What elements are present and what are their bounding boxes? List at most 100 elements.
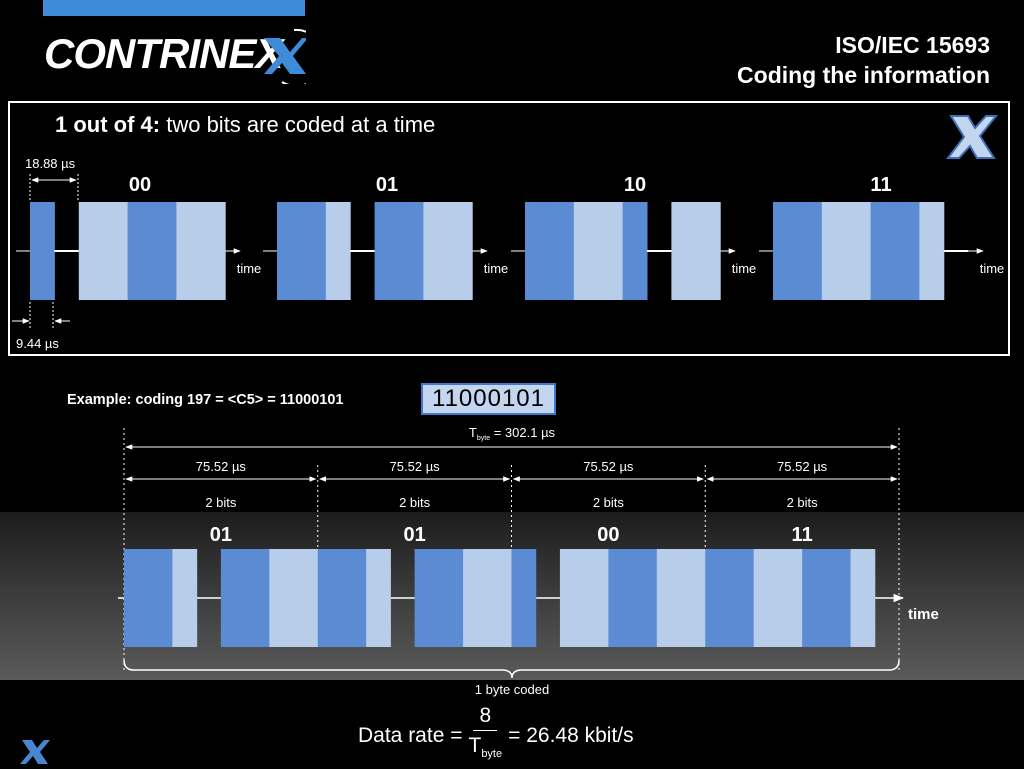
carrier-block — [622, 202, 648, 300]
example-segment-2: 75.52 µs 2 bits 01 — [317, 459, 512, 647]
slide-title-line1: ISO/IEC 15693 — [835, 32, 990, 58]
tbyte-label: Tbyte = 302.1 µs — [469, 425, 556, 442]
byte-brace: 1 byte coded — [123, 659, 900, 697]
carrier-block — [870, 202, 896, 300]
pause-width-label: 9.44 µs — [16, 336, 59, 351]
carrier-block — [656, 549, 682, 647]
carrier-block — [797, 202, 823, 300]
carrier-block — [152, 202, 177, 300]
carrier-block — [220, 549, 246, 647]
carrier-block — [681, 549, 706, 647]
panel-heading-bold: 1 out of 4: — [55, 112, 161, 137]
carrier-block — [525, 202, 550, 300]
example-time-label: time — [908, 606, 939, 623]
example-label: Example: coding 197 = <C5> = 11000101 — [67, 392, 344, 408]
x-footer-icon — [20, 740, 50, 764]
carrier-block — [438, 549, 464, 647]
carrier-block — [573, 202, 599, 300]
time-label: time — [732, 261, 757, 276]
carrier-block — [608, 549, 634, 647]
segment-bits-label: 2 bits — [593, 495, 625, 510]
example-segment-3: 75.52 µs 2 bits 00 — [511, 459, 706, 647]
carrier-block — [325, 202, 351, 300]
carrier-block — [826, 549, 852, 647]
byte-coded-label: 1 byte coded — [475, 682, 549, 697]
carrier-block — [78, 202, 104, 300]
carrier-block — [549, 202, 575, 300]
code-group-01: time 01 — [263, 174, 508, 300]
example-segment-1: 75.52 µs 2 bits 01 — [124, 459, 319, 647]
carrier-block — [671, 202, 697, 300]
pulse-width-label: 18.88 µs — [25, 156, 76, 171]
carrier-block — [148, 549, 173, 647]
panel-heading: 1 out of 4: two bits are coded at a time — [55, 112, 435, 138]
carrier-block — [301, 202, 327, 300]
carrier-block — [245, 549, 270, 647]
carrier-block — [821, 202, 847, 300]
carrier-block — [511, 549, 537, 647]
carrier-block — [200, 202, 226, 300]
carrier-block — [30, 202, 55, 300]
carrier-block — [773, 202, 798, 300]
code-group-00: time 00 — [16, 174, 261, 300]
data-rate-fraction: 8 Tbyte — [468, 702, 502, 769]
code-label: 11 — [870, 174, 891, 196]
panel-heading-rest: two bits are coded at a time — [160, 112, 436, 137]
data-rate-prefix: Data rate = — [358, 723, 463, 747]
carrier-block — [374, 202, 400, 300]
carrier-block — [584, 549, 609, 647]
carrier-block — [753, 549, 779, 647]
carrier-block — [293, 549, 319, 647]
data-rate-formula: Data rate = 8 Tbyte = 26.48 kbit/s — [358, 702, 634, 769]
slide-title-line2: Coding the information — [737, 62, 990, 88]
segment-duration-label: 75.52 µs — [583, 459, 634, 474]
segment-code-label: 01 — [210, 524, 232, 546]
data-rate-result: = 26.48 kbit/s — [508, 723, 634, 747]
code-group-11: time 11 — [759, 174, 1004, 300]
carrier-block — [269, 549, 295, 647]
bit-sequence-box: 11000101 — [421, 383, 556, 415]
carrier-block — [172, 549, 198, 647]
carrier-block — [846, 202, 872, 300]
logo-circle-icon — [264, 28, 306, 84]
carrier-block — [705, 549, 730, 647]
example-segment-4: 75.52 µs 2 bits 11 — [704, 459, 898, 647]
carrier-block — [487, 549, 512, 647]
carrier-block — [176, 202, 202, 300]
carrier-block — [317, 549, 343, 647]
carrier-block — [341, 549, 367, 647]
slide-title: ISO/IEC 15693 Coding the information — [737, 30, 990, 90]
carrier-block — [729, 549, 755, 647]
code-label: 01 — [376, 174, 398, 196]
segment-duration-label: 75.52 µs — [196, 459, 247, 474]
code-label: 10 — [624, 174, 646, 196]
segment-duration-label: 75.52 µs — [390, 459, 441, 474]
time-label: time — [237, 261, 262, 276]
brand-accent-bar — [43, 0, 305, 16]
carrier-block — [103, 202, 129, 300]
code-group-10: time 10 — [511, 174, 756, 300]
segment-bits-label: 2 bits — [205, 495, 237, 510]
carrier-block — [447, 202, 473, 300]
carrier-block — [423, 202, 449, 300]
carrier-block — [802, 549, 827, 647]
carrier-block — [598, 202, 624, 300]
carrier-block — [127, 202, 153, 300]
logo-text: CONTRINEX — [44, 30, 283, 77]
carrier-block — [559, 549, 585, 647]
carrier-block — [414, 549, 440, 647]
segment-bits-label: 2 bits — [399, 495, 431, 510]
segment-code-label: 00 — [597, 524, 619, 546]
fraction-denominator: Tbyte — [468, 734, 503, 761]
contrinex-logo: CONTRINEX — [44, 22, 306, 84]
segment-code-label: 11 — [792, 524, 813, 546]
carrier-block — [277, 202, 302, 300]
carrier-block — [919, 202, 945, 300]
carrier-block — [399, 202, 424, 300]
segment-code-label: 01 — [404, 524, 426, 546]
x-brand-icon — [945, 115, 999, 159]
time-label: time — [484, 261, 509, 276]
carrier-block — [850, 549, 876, 647]
carrier-block — [366, 549, 391, 647]
